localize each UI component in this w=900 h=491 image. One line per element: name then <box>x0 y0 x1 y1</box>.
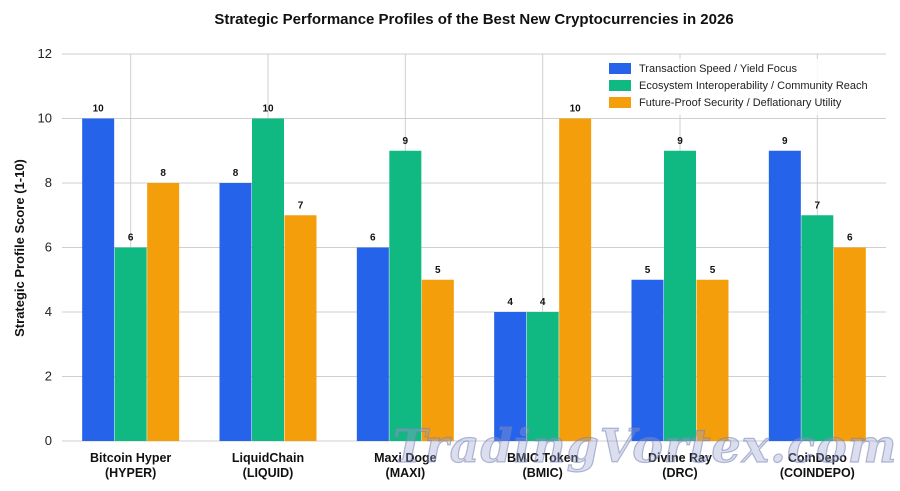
legend-label: Future-Proof Security / Deflationary Uti… <box>639 97 842 109</box>
data-label: 6 <box>128 233 134 244</box>
chart-title: Strategic Performance Profiles of the Be… <box>214 11 733 28</box>
data-label: 7 <box>298 200 304 211</box>
data-label: 9 <box>782 136 788 147</box>
x-tick-label: Maxi Doge (MAXI) <box>374 451 437 480</box>
bar <box>494 312 527 441</box>
x-tick-label: Divine Ray (DRC) <box>648 451 712 480</box>
data-label: 6 <box>847 233 853 244</box>
bar <box>768 150 801 441</box>
x-tick-label: Bitcoin Hyper (HYPER) <box>90 451 171 480</box>
watermark: TradingVortex.com <box>393 419 898 473</box>
data-label: 5 <box>645 265 651 276</box>
y-tick-label: 10 <box>38 111 52 126</box>
data-labels: 10 6 8 8 10 7 6 9 5 4 4 10 5 9 5 9 7 6 <box>93 104 853 309</box>
data-label: 10 <box>570 104 582 115</box>
bar <box>696 279 729 441</box>
data-label: 7 <box>815 200 821 211</box>
bar <box>801 215 834 441</box>
x-tick-labels: Bitcoin Hyper (HYPER) LiquidChain (LIQUID) M… <box>90 451 855 480</box>
bar <box>389 150 422 441</box>
data-label: 5 <box>710 265 716 276</box>
bar <box>114 247 147 441</box>
y-axis-label: Strategic Profile Score (1-10) <box>12 159 27 337</box>
legend-label: Ecosystem Interoperability / Community R… <box>639 80 868 92</box>
bar <box>147 183 180 441</box>
y-tick-label: 6 <box>45 240 52 255</box>
data-label: 8 <box>160 168 166 179</box>
y-tick-label: 12 <box>38 46 52 61</box>
legend-box <box>601 59 882 115</box>
legend-swatch <box>609 97 631 108</box>
legend-swatch <box>609 80 631 91</box>
data-label: 9 <box>677 136 683 147</box>
legend: Transaction Speed / Yield Focus Ecosystem… <box>601 59 882 115</box>
data-label: 4 <box>507 297 513 308</box>
x-tick-label: LiquidChain (LIQUID) <box>232 451 304 480</box>
legend-swatch <box>609 63 631 74</box>
data-label: 6 <box>370 233 376 244</box>
y-tick-label: 4 <box>45 304 52 319</box>
data-label: 10 <box>93 104 105 115</box>
data-label: 4 <box>540 297 546 308</box>
bar <box>526 312 559 441</box>
legend-label: Transaction Speed / Yield Focus <box>639 63 797 75</box>
x-tick-label: BMIC Token (BMIC) <box>507 451 578 480</box>
bar <box>833 247 866 441</box>
bar <box>252 118 284 441</box>
y-tick-label: 8 <box>45 175 52 190</box>
y-tick-label: 0 <box>45 433 52 448</box>
bar <box>219 183 252 441</box>
bar <box>284 215 317 441</box>
data-label: 8 <box>233 168 239 179</box>
data-label: 10 <box>262 104 274 115</box>
bar <box>356 247 389 441</box>
x-tick-label: CoinDepo (COINDEPO) <box>780 451 855 480</box>
bar <box>664 150 696 441</box>
data-label: 9 <box>403 136 409 147</box>
data-label: 5 <box>435 265 441 276</box>
bar <box>631 279 664 441</box>
y-tick-label: 2 <box>45 369 52 384</box>
bar <box>421 279 454 441</box>
bar <box>559 118 592 441</box>
bar <box>82 118 115 441</box>
bars <box>82 118 866 441</box>
